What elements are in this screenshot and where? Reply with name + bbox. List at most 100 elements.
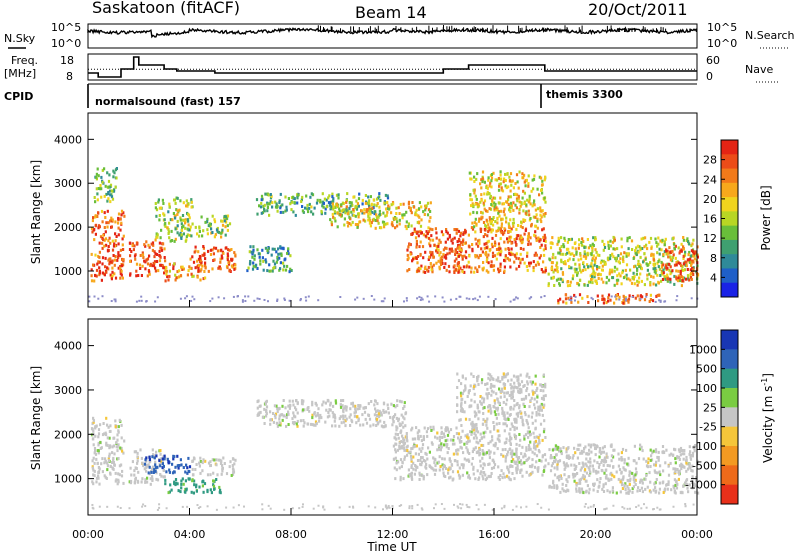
power-cell [186,227,189,231]
power-cell [591,281,594,285]
velocity-cell [626,484,629,488]
power-cell [692,266,695,270]
power-cell [484,228,487,232]
velocity-cell [317,504,320,507]
power-cell [426,295,429,298]
power-cell [485,258,489,262]
velocity-cell [476,430,480,434]
velocity-cell [513,417,516,421]
velocity-cell [155,477,158,481]
velocity-cell [402,407,405,410]
power-cell [608,270,611,274]
velocity-cell [499,380,502,384]
velocity-cell [489,474,492,478]
velocity-cell [514,435,518,439]
velocity-cell [94,449,97,453]
power-cell [442,253,445,257]
velocity-cell [327,411,330,414]
velocity-cell [653,482,656,486]
power-cell [120,213,123,217]
power-cell [352,213,355,217]
power-cell [591,258,594,262]
velocity-cell [334,401,338,405]
velocity-cell [405,435,408,439]
velocity-cell [633,459,636,463]
power-cell [526,268,529,272]
velocity-cell [265,405,269,409]
nave-tick-high: 60 [706,54,720,67]
power-cell [510,247,513,251]
velocity-cell [587,506,590,509]
velocity-cell [479,452,482,456]
velocity-cell [446,438,449,442]
velocity-cell [527,426,530,430]
power-cell [284,195,287,199]
power-cell [464,241,467,245]
power-cell [480,193,483,197]
power-cell [236,295,239,298]
power-cell [193,250,196,254]
power-cell [119,266,122,270]
power-cell [364,194,367,197]
power-cell [117,212,121,216]
power-cell [500,177,503,181]
velocity-cell [493,425,496,428]
velocity-cell [517,389,520,393]
power-cell [693,257,696,261]
velocity-cell [633,444,636,448]
velocity-cell [281,413,284,417]
power-cell [509,210,512,213]
power-cell [167,230,170,234]
velocity-cell [315,422,318,426]
power-cell [106,266,109,270]
velocity-cell [172,457,175,461]
power-cell [503,227,506,231]
power-cell [582,240,585,243]
power-cell [633,275,636,279]
velocity-cell [529,380,532,384]
power-cell [573,267,576,271]
power-cell [451,241,454,245]
velocity-cell [599,477,602,480]
power-cell [486,186,489,190]
velocity-cell [356,407,359,411]
power-cell [122,258,125,262]
velocity-cell [505,373,508,377]
velocity-cell [475,427,478,431]
power-cell [507,222,510,226]
power-cell [151,248,154,252]
velocity-cell [142,503,145,506]
velocity-cell [626,507,629,510]
velocity-cell [414,437,417,441]
velocity-cell [554,447,557,451]
velocity-cell [116,438,119,442]
velocity-cell [556,463,559,467]
velocity-cell [296,424,299,428]
power-cell [476,205,479,209]
power-cell [533,253,536,257]
power-cell [607,299,610,303]
velocity-cell [544,382,547,386]
power-cell [639,272,642,276]
velocity-cell [524,454,527,458]
power-cell [372,206,375,210]
velocity-cell [470,398,473,402]
power-cell [206,220,209,224]
power-cell [539,206,542,210]
velocity-cell [670,488,673,492]
power-cell [133,244,136,248]
velocity-cell [459,418,462,422]
power-cell [678,251,681,255]
power-colorbar-tick: 16 [703,213,717,226]
power-cell [512,225,515,228]
power-cell [556,266,559,270]
power-cell [578,243,581,247]
power-cell [480,227,483,231]
velocity-cell [165,507,168,510]
power-cell [509,253,512,257]
velocity-cell [627,456,630,460]
velocity-cell [423,426,426,430]
power-cell [187,202,190,206]
velocity-cell [377,421,380,425]
power-cell [226,214,230,218]
